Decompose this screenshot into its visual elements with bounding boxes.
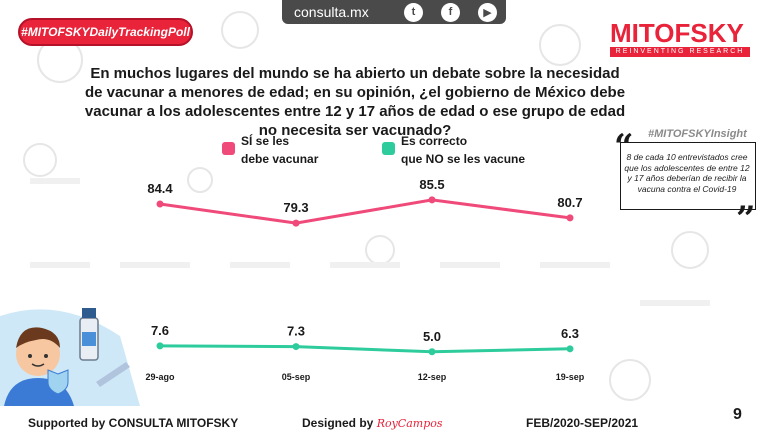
legend-yes-line1: SÍ se les <box>241 134 290 148</box>
data-label-s2-2: 7.3 <box>287 324 305 339</box>
legend-yes-line2: debe vacunar <box>241 152 319 166</box>
data-label-s1-3: 85.5 <box>419 177 444 192</box>
data-label-s2-3: 5.0 <box>423 329 441 344</box>
footer-period: FEB/2020-SEP/2021 <box>526 416 639 430</box>
open-quote-icon: “ <box>614 127 634 167</box>
footer: Supported by CONSULTA MITOFSKY Designed … <box>0 410 768 432</box>
footer-supported: Supported by CONSULTA MITOFSKY <box>28 416 239 430</box>
data-point-s2-4 <box>566 345 574 353</box>
insight-panel: #MITOFSKYInsight 8 de cada 10 entrevista… <box>612 127 762 236</box>
x-tick-label-4: 19-sep <box>556 372 585 382</box>
top-bar: consulta.mx t f ▶ <box>282 0 506 24</box>
youtube-icon[interactable]: ▶ <box>478 2 497 22</box>
legend-no-line1: Es correcto <box>401 134 468 148</box>
legend-swatch-yes <box>222 142 235 155</box>
data-label-s2-1: 7.6 <box>151 323 169 338</box>
hashtag-badge: #MITOFSKYDailyTrackingPoll <box>18 18 193 46</box>
vaccine-illustration <box>0 308 140 406</box>
footer-designed: Designed by RoyCampos <box>302 416 443 430</box>
data-label-s1-2: 79.3 <box>283 200 308 215</box>
close-quote-icon: ” <box>736 199 756 239</box>
brand-logo: MITOFSKY REINVENTING RESEARCH <box>610 18 750 57</box>
x-tick-label-1: 29-ago <box>145 372 175 382</box>
data-label-s1-1: 84.4 <box>147 181 173 196</box>
legend-no-line2: que NO se les vacune <box>401 152 526 166</box>
legend-no: Es correcto que NO se les vacune <box>382 132 525 168</box>
page-number: 9 <box>733 406 742 423</box>
series-line-1 <box>159 198 571 225</box>
data-point-s2-1 <box>156 342 164 350</box>
data-point-s1-3 <box>428 196 436 204</box>
insight-box <box>620 142 756 210</box>
x-tick-label-3: 12-sep <box>418 372 447 382</box>
data-point-s1-1 <box>156 200 164 208</box>
footer-designed-label: Designed by <box>302 416 377 430</box>
data-point-s2-2 <box>292 343 300 351</box>
data-point-s2-3 <box>428 348 436 356</box>
facebook-icon[interactable]: f <box>441 2 460 22</box>
data-label-s2-4: 6.3 <box>561 326 579 341</box>
data-label-s1-4: 80.7 <box>557 195 582 210</box>
brand-tagline: REINVENTING RESEARCH <box>610 47 750 57</box>
site-link[interactable]: consulta.mx <box>294 4 369 20</box>
data-point-s1-2 <box>292 219 300 227</box>
brand-name: MITOFSKY <box>610 18 744 48</box>
question-text: En muchos lugares del mundo se ha abiert… <box>84 65 626 139</box>
insight-body: 8 de cada 10 entrevistados cree que los … <box>624 152 750 194</box>
insight-title-suffix: Insight <box>710 128 747 140</box>
series-line-2 <box>159 344 571 354</box>
x-tick-label-2: 05-sep <box>282 372 311 382</box>
insight-title: #MITOFSKYInsight <box>648 128 747 140</box>
legend-swatch-no <box>382 142 395 155</box>
legend-yes: SÍ se les debe vacunar <box>222 132 318 168</box>
insight-title-prefix: #MITOFSKY <box>648 128 711 140</box>
footer-designer-signature: RoyCampos <box>376 417 443 430</box>
data-point-s1-4 <box>566 214 574 222</box>
twitter-icon[interactable]: t <box>404 2 423 22</box>
